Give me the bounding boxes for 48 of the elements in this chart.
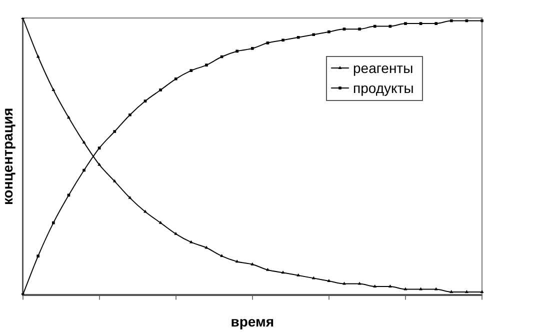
point	[419, 287, 423, 290]
point	[404, 287, 408, 290]
point	[52, 221, 55, 224]
point	[220, 254, 224, 258]
point	[434, 287, 438, 290]
point	[174, 77, 178, 80]
x-axis-title: время	[230, 313, 274, 330]
point	[36, 254, 40, 258]
point	[480, 19, 484, 22]
point	[174, 232, 178, 235]
point	[450, 19, 453, 22]
y-axis-title: концентрация	[0, 108, 16, 206]
point	[373, 24, 376, 28]
point	[158, 220, 162, 224]
point	[296, 273, 300, 276]
point	[98, 146, 101, 150]
point	[328, 30, 330, 34]
point	[373, 284, 377, 288]
legend-label: продукты	[353, 80, 414, 96]
point	[144, 100, 147, 102]
point	[327, 278, 331, 282]
point	[388, 24, 392, 28]
legend-label: реагенты	[353, 60, 414, 76]
point	[66, 116, 70, 119]
point	[480, 290, 484, 294]
point	[419, 22, 422, 25]
point	[128, 196, 132, 199]
point	[296, 36, 300, 39]
point	[266, 42, 270, 44]
point	[388, 284, 392, 288]
point	[464, 290, 468, 294]
point	[250, 262, 254, 266]
point	[236, 50, 239, 53]
point	[144, 210, 147, 213]
point	[52, 88, 56, 91]
point	[190, 69, 193, 72]
point	[112, 179, 116, 182]
point	[67, 194, 70, 197]
point	[82, 168, 86, 172]
point	[113, 130, 116, 133]
point	[266, 268, 270, 271]
point	[235, 260, 239, 263]
point	[312, 33, 316, 36]
point	[250, 47, 254, 50]
point	[342, 28, 346, 30]
point	[450, 290, 454, 294]
point	[82, 140, 86, 144]
point	[36, 54, 40, 58]
